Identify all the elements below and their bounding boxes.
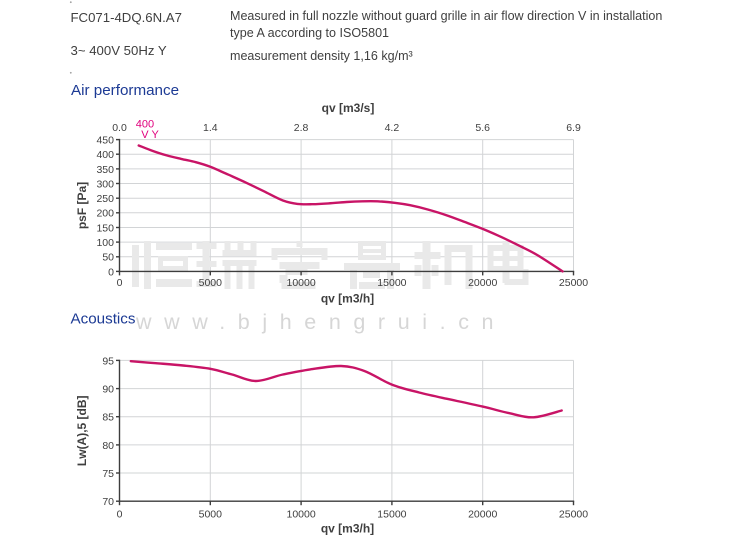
svg-text:3~ 400V 50Hz Y: 3~ 400V 50Hz Y (71, 43, 167, 58)
svg-text:95: 95 (102, 355, 114, 367)
svg-text:1.4: 1.4 (203, 122, 218, 134)
svg-text:6.9: 6.9 (566, 122, 581, 134)
svg-text:450: 450 (96, 135, 114, 147)
svg-text:psF [Pa]: psF [Pa] (75, 182, 89, 229)
svg-text:Lw(A),5 [dB]: Lw(A),5 [dB] (75, 395, 89, 466)
svg-text:2.8: 2.8 (294, 122, 309, 134)
svg-text:50: 50 (102, 252, 114, 264)
svg-text:90: 90 (102, 384, 114, 396)
svg-text:25000: 25000 (559, 508, 588, 520)
svg-text:150: 150 (96, 222, 114, 234)
svg-text:20000: 20000 (468, 277, 497, 289)
svg-text:20000: 20000 (468, 508, 497, 520)
svg-text:V Y: V Y (141, 129, 159, 141)
svg-text:85: 85 (102, 412, 114, 424)
svg-text:www.bjhengrui.cn: www.bjhengrui.cn (135, 310, 506, 334)
svg-text:350: 350 (96, 164, 114, 176)
svg-text:400: 400 (96, 149, 114, 161)
svg-text:10000: 10000 (286, 508, 315, 520)
svg-text:15000: 15000 (377, 508, 406, 520)
svg-text:70: 70 (102, 496, 114, 508)
svg-text:200: 200 (96, 208, 114, 220)
svg-text:75: 75 (102, 468, 114, 480)
svg-text:qv [m3/h]: qv [m3/h] (321, 292, 374, 306)
svg-text:0: 0 (117, 508, 123, 520)
svg-text:FC071-4DQ.6N.A7: FC071-4DQ.6N.A7 (71, 10, 182, 25)
svg-text:4.2: 4.2 (385, 122, 400, 134)
svg-text:5000: 5000 (199, 508, 223, 520)
svg-text:0: 0 (108, 266, 114, 278)
svg-text:Air performance: Air performance (71, 82, 179, 99)
svg-text:80: 80 (102, 440, 114, 452)
svg-text:300: 300 (96, 178, 114, 190)
svg-text:400: 400 (136, 118, 154, 130)
svg-text:5000: 5000 (199, 277, 223, 289)
svg-text:type A according to ISO5801: type A according to ISO5801 (230, 26, 389, 40)
svg-text:0: 0 (117, 277, 123, 289)
svg-text:qv [m3/s]: qv [m3/s] (322, 101, 375, 115)
svg-text:Acoustics: Acoustics (71, 311, 136, 328)
svg-text:5.6: 5.6 (475, 122, 490, 134)
svg-text:qv [m3/h]: qv [m3/h] (321, 522, 374, 536)
svg-text:100: 100 (96, 237, 114, 249)
svg-text:15000: 15000 (377, 277, 406, 289)
svg-text:Measured in full nozzle withou: Measured in full nozzle without guard gr… (230, 9, 662, 23)
svg-text:25000: 25000 (559, 277, 588, 289)
svg-text:10000: 10000 (286, 277, 315, 289)
svg-text:measurement density 1,16 kg/m³: measurement density 1,16 kg/m³ (230, 49, 413, 63)
svg-text:0.0: 0.0 (112, 122, 127, 134)
svg-text:250: 250 (96, 193, 114, 205)
